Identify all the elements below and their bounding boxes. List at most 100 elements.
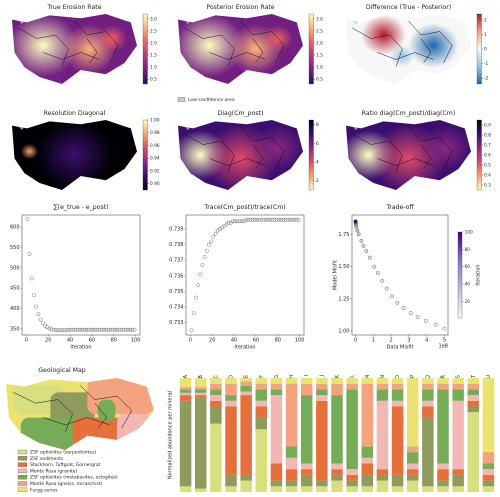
point [423, 318, 428, 323]
bar-segment [422, 389, 434, 401]
x-tick-label: 100 [295, 338, 305, 344]
point [196, 283, 200, 288]
point [32, 293, 36, 298]
bar-segment [194, 387, 207, 390]
x-tick-label: 100 [131, 338, 141, 344]
bar-segment [270, 378, 283, 384]
unit-outline [79, 385, 133, 429]
bar-segment [391, 474, 404, 487]
bar-segment [210, 383, 222, 390]
bar-segment [346, 389, 358, 470]
bar-segment [225, 486, 237, 492]
point [126, 327, 130, 332]
bar-segment [422, 486, 434, 492]
x-tick-label: U [486, 375, 492, 379]
bar-segment [210, 400, 222, 407]
bar-segment [270, 395, 283, 464]
x-tick-label: 60 [253, 338, 259, 344]
bar-segment [240, 378, 252, 382]
x-tick-label: 0 [189, 338, 192, 344]
heatmap-blob [12, 14, 79, 77]
x-tick-label: O [395, 375, 401, 379]
geological-map [6, 378, 154, 450]
x-tick-label: J [319, 375, 325, 377]
bar-segment [467, 395, 480, 401]
point [200, 262, 205, 267]
x-tick-label: 2 [390, 338, 393, 344]
unit-outline [252, 144, 264, 170]
point [283, 217, 288, 222]
legend-label: ZSF ophiolites (serpentinites) [30, 450, 96, 456]
bar-segment [300, 395, 313, 464]
point [390, 294, 394, 299]
y-tick-label: 0.738 [169, 242, 183, 248]
colorbar [308, 13, 314, 85]
map-unit [87, 378, 154, 414]
bar-segment [210, 389, 222, 396]
point [237, 219, 242, 224]
colorbar-tick-label: 0.6 [484, 153, 491, 159]
legend-swatch [17, 468, 28, 474]
bar-segment [331, 469, 343, 475]
point [401, 306, 406, 310]
bar-segment [270, 383, 283, 390]
x-tick-label: H [289, 375, 295, 379]
x-tick-label: I [304, 375, 310, 376]
legend-label: Low-confidence area [188, 97, 235, 103]
y-tick-label: 1.50 [338, 264, 349, 270]
colorbar-tick-label: 0 [484, 47, 487, 53]
unit-outline [377, 158, 434, 166]
bar-segment [240, 474, 252, 481]
bar-segment [391, 378, 404, 384]
legend-label: ZSF sediments [30, 456, 64, 462]
bar-segment [255, 389, 268, 401]
colorbar-tick-label: 0.5 [316, 77, 323, 83]
point [361, 244, 366, 248]
x-tick-label: Q [425, 375, 431, 379]
bar-segment [376, 400, 389, 470]
unit-outline [240, 126, 285, 170]
x-tick-label: R [441, 374, 447, 378]
point [110, 327, 115, 332]
colorbar-tick-label: 80 [465, 247, 471, 253]
bar-segment [270, 389, 283, 396]
legend-label: ZSF ophiolites (metabasites, eclogites) [30, 475, 118, 481]
point [104, 327, 109, 332]
point [279, 217, 283, 222]
bar-segment [482, 480, 495, 487]
plot-frame [21, 214, 141, 336]
point [235, 219, 240, 224]
x-tick-label: N [380, 375, 386, 379]
colorbar-tick-label: 2 [484, 17, 487, 23]
bar-segment [225, 474, 237, 487]
bar-segment [225, 406, 237, 475]
unit-outline [352, 27, 403, 67]
bar-segment [194, 392, 207, 396]
bar-segment [422, 378, 434, 384]
unit-outline [209, 52, 266, 60]
bar-segment [467, 412, 480, 492]
x-axis-label: Data Misfit [387, 345, 414, 351]
bar-segment [346, 486, 358, 492]
point [353, 219, 358, 224]
unit-outline [86, 144, 98, 170]
bar-segment [482, 378, 495, 453]
bar-segment [194, 378, 207, 388]
colorbar-tick-label: 1 [484, 32, 487, 38]
point [207, 242, 211, 247]
x-tick-label: 1 [372, 338, 375, 344]
x-tick-label: 80 [275, 338, 281, 344]
bar-segment [467, 389, 480, 396]
point [255, 217, 259, 222]
unit-outline [408, 20, 453, 64]
unit-outline [252, 38, 264, 64]
bar-segment [285, 480, 298, 487]
panel-title: True Erosion Rate [46, 4, 101, 11]
point [359, 238, 364, 243]
colorbar-tick-label: 1.5 [150, 53, 157, 59]
panel-title: Geological Map [38, 367, 86, 374]
bar-segment [316, 400, 328, 481]
colorbar-tick-label: 6 [316, 141, 319, 147]
bar-segment [285, 446, 298, 458]
bar-segment [179, 389, 192, 393]
